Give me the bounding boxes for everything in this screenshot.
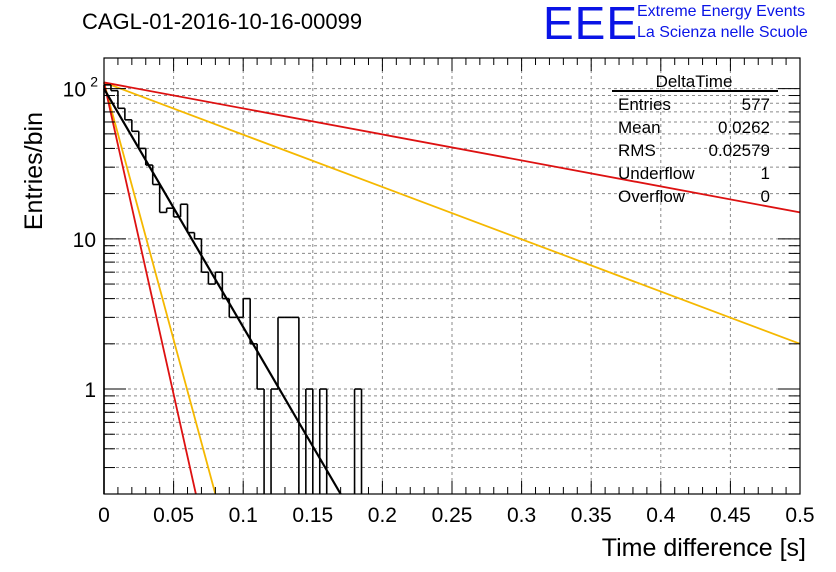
stats-row-value: 1 xyxy=(761,164,770,183)
logo-line-2: La Scienza nelle Scuole xyxy=(637,24,808,41)
fit-line xyxy=(103,88,342,495)
stats-row-value: 0.02579 xyxy=(709,141,770,160)
x-tick-label: 0.25 xyxy=(432,504,473,527)
x-axis-label: Time difference [s] xyxy=(601,534,806,562)
y-tick-exponent: 2 xyxy=(90,74,98,90)
x-tick-label: 0.4 xyxy=(646,504,676,527)
x-tick-labels: 0 0.05 0.1 0.15 0.2 0.25 0.3 0.35 0.4 0.45 0.5 xyxy=(98,504,814,527)
axis-ticks xyxy=(103,58,801,494)
stats-row-label: Mean xyxy=(618,118,661,137)
x-tick-label: 0 xyxy=(98,504,110,527)
stats-row-value: 577 xyxy=(742,95,770,114)
eee-logo: EEE xyxy=(543,0,639,49)
inner_band-line xyxy=(103,82,217,495)
outer_band-line xyxy=(103,82,197,495)
stats-row-label: RMS xyxy=(618,141,656,160)
outer_band-line xyxy=(103,81,801,214)
stats-box: DeltaTime Entries 577 Mean 0.0262 RMS 0.02579… xyxy=(612,72,778,206)
grid-lines xyxy=(104,58,800,494)
x-tick-label: 0.5 xyxy=(785,504,814,527)
x-tick-label: 0.05 xyxy=(153,504,194,527)
histogram-bins xyxy=(103,84,363,494)
page-title: CAGL-01-2016-10-16-00099 xyxy=(82,9,363,34)
inner_band-line xyxy=(103,81,801,345)
x-tick-label: 0.15 xyxy=(292,504,333,527)
x-tick-label: 0.35 xyxy=(571,504,612,527)
band-curves xyxy=(103,81,801,495)
y-tick-label: 10 xyxy=(63,79,86,102)
x-tick-label: 0.3 xyxy=(507,504,536,527)
stats-title: DeltaTime xyxy=(656,72,733,91)
logo-line-1: Extreme Energy Events xyxy=(637,3,806,20)
y-tick-label: 1 xyxy=(84,379,96,402)
stats-row-value: 0 xyxy=(761,187,770,206)
y-axis-label: Entries/bin xyxy=(20,112,48,231)
x-tick-label: 0.45 xyxy=(710,504,751,527)
stats-row-label: Overflow xyxy=(618,187,686,206)
stats-row-value: 0.0262 xyxy=(718,118,770,137)
stats-row-label: Underflow xyxy=(618,164,695,183)
stats-row-label: Entries xyxy=(618,95,671,114)
y-tick-label: 10 xyxy=(73,229,96,252)
x-tick-label: 0.2 xyxy=(368,504,397,527)
x-tick-label: 0.1 xyxy=(229,504,258,527)
fit-curve xyxy=(103,88,342,495)
